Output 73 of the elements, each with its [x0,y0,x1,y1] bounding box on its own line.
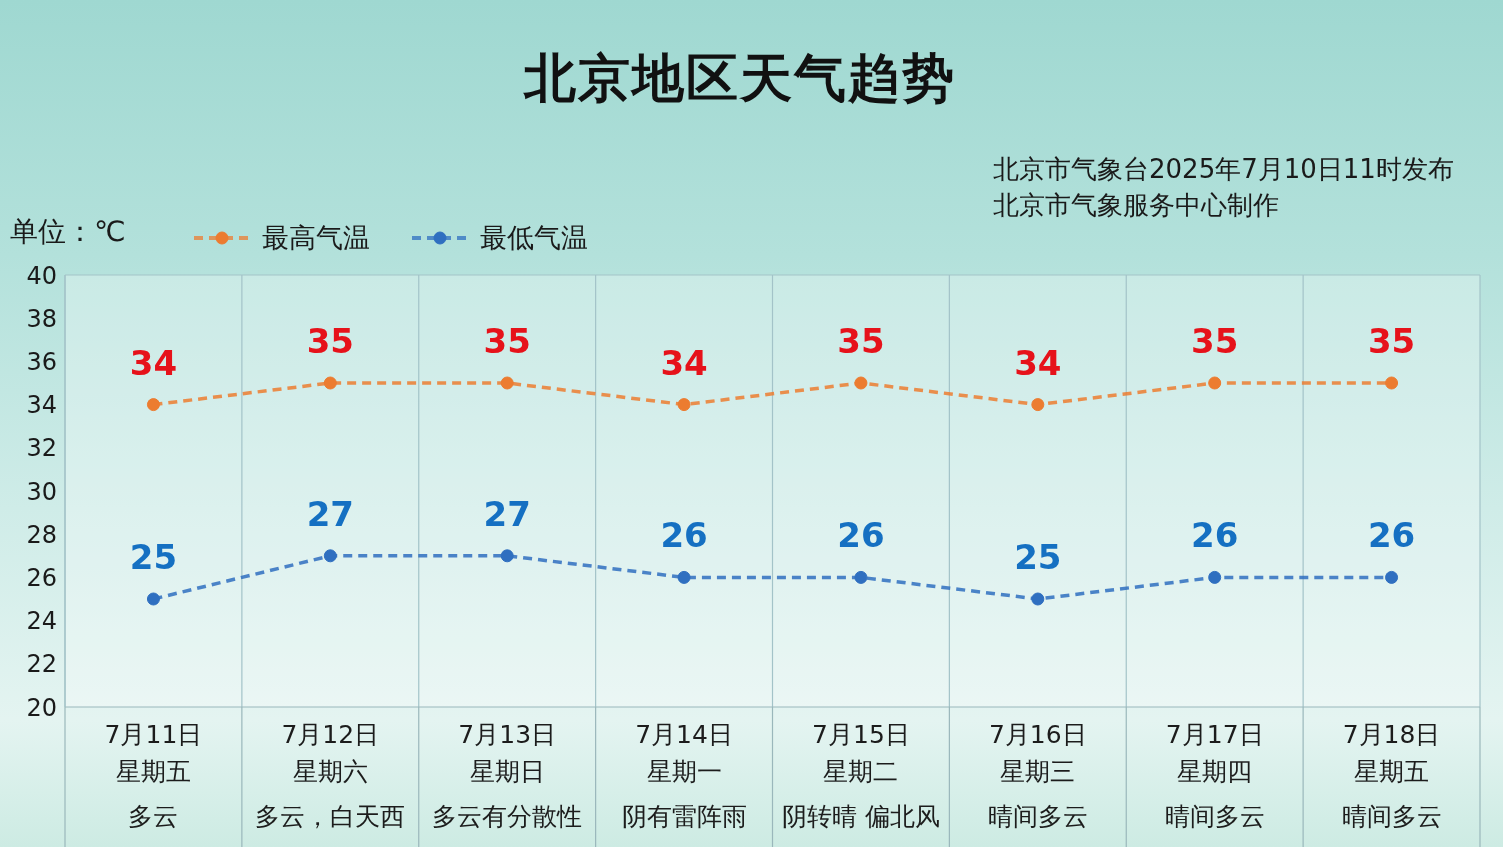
y-tick-label: 28 [26,520,57,549]
text: 星期四 [1176,757,1254,787]
text: 多云，白天西 [254,802,407,832]
y-tick-label: 34 [26,391,57,420]
x-tick-label: 7月13日 [458,720,557,749]
point [1385,376,1399,390]
y-tick-label: 30 [26,477,57,506]
x-tick-label: 7月16日 [988,720,1087,749]
point [500,549,514,563]
x-tick-label: 7月15日 [812,720,910,749]
text: 星期五 [114,757,192,787]
text: 星期日 [468,757,546,787]
text: 晴间多云 [986,802,1089,832]
point [500,376,514,390]
y-tick-label: 32 [26,434,57,463]
data-label: 27 [483,493,531,534]
text: 星期五 [1353,757,1431,787]
text: 晴间多云 [1340,802,1443,832]
x-tick-label: 7月12日 [281,720,380,749]
point [146,592,160,606]
data-label: 35 [1367,321,1416,361]
data-label: 25 [1014,537,1062,577]
text: 北京市气象服务中心制作 [993,189,1279,222]
data-label: 26 [660,515,708,556]
y-tick-label: 40 [26,261,57,290]
point [1208,570,1222,584]
y-tick-label: 24 [26,607,57,636]
data-label: 34 [660,342,708,383]
y-tick-label: 38 [26,304,57,333]
data-label: 35 [306,321,354,361]
point [323,376,337,390]
text: 星期六 [291,757,369,787]
chart-title: 北京地区天气趋势 [522,47,957,110]
y-tick-label: 22 [26,650,57,679]
text: 星期三 [999,757,1077,787]
x-tick-label: 7月17日 [1165,720,1264,749]
y-tick-label: 36 [26,347,57,376]
point [854,376,868,390]
x-tick-label: 7月11日 [104,720,203,749]
point [1385,570,1399,584]
x-tick-label: 7月18日 [1342,720,1441,749]
point [323,549,337,563]
text: 多云有分散性 [431,802,584,832]
point [1031,592,1045,606]
data-label: 26 [837,515,885,556]
legend-label: 最低气温 [480,221,588,255]
data-label: 35 [483,321,531,361]
data-label: 26 [1367,515,1416,556]
point [146,398,160,412]
data-label: 27 [306,493,354,534]
data-label: 34 [129,342,178,383]
text: 北京市气象台2025年7月10日11时发布 [993,153,1454,186]
text: 星期一 [645,757,723,787]
text: 星期二 [822,757,900,787]
data-label: 26 [1191,515,1239,556]
text: 阴有雷阵雨 [620,802,748,832]
point [854,570,868,584]
text: 多云 [127,802,180,832]
point [677,570,691,584]
data-label: 34 [1014,342,1062,383]
point [677,398,691,412]
point [1208,376,1222,390]
text: 晴间多云 [1163,802,1266,832]
data-label: 35 [837,321,885,361]
legend-label: 最高气温 [262,221,370,255]
data-label: 25 [129,537,178,577]
point [1031,398,1045,412]
data-label: 35 [1191,321,1239,361]
x-tick-label: 7月14日 [635,720,733,749]
text: 阴转晴 偏北风 [780,802,941,832]
y-tick-label: 26 [26,563,57,592]
y-tick-label: 20 [26,693,57,722]
y-axis-title: 单位：℃ [10,214,126,250]
